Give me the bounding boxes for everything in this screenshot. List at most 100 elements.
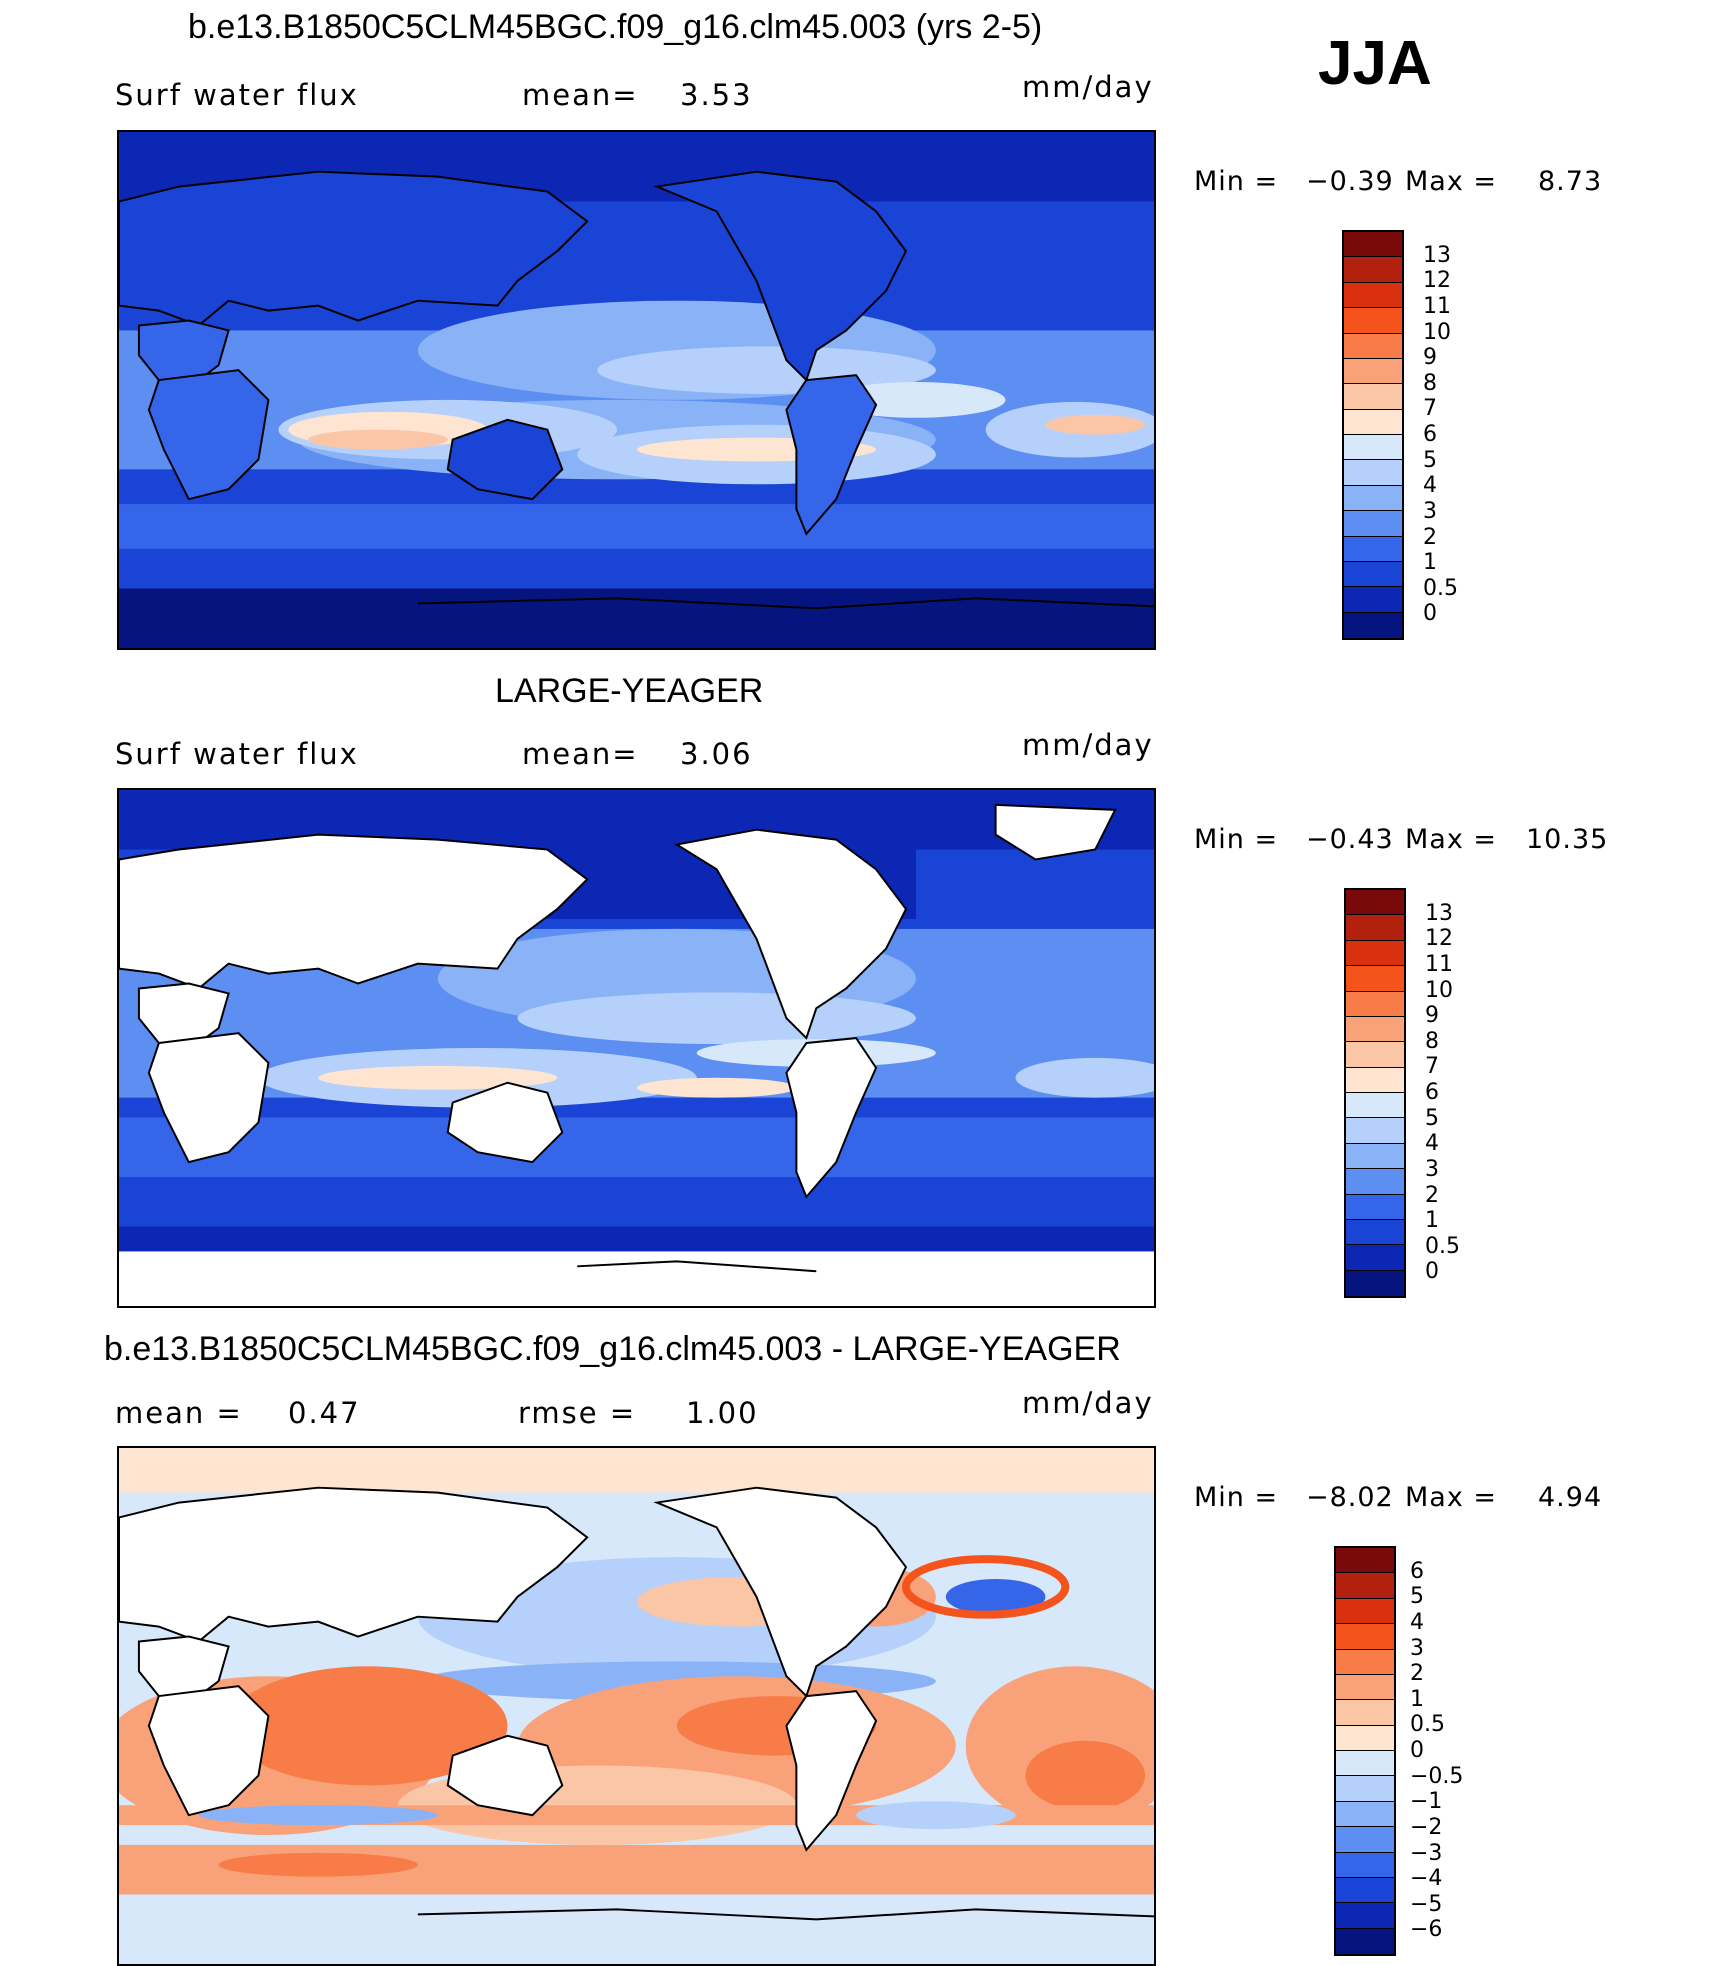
colorbar-swatch [1336,1751,1394,1777]
colorbar-tick-label: 13 [1423,242,1451,268]
colorbar-tick-label: −0.5 [1410,1763,1464,1789]
colorbar-swatch [1344,511,1402,537]
colorbar-tick-label: 1 [1410,1686,1424,1712]
colorbar-swatch [1336,1903,1394,1929]
colorbar-swatch [1344,536,1402,562]
colorbar-tick-label: 6 [1425,1080,1439,1105]
map-diff [117,1446,1156,1966]
colorbar-tick-label: 9 [1423,345,1437,371]
colorbar-tick-label: 10 [1425,977,1453,1003]
colorbar-tick-label: 0 [1425,1259,1439,1285]
colorbar-swatch [1344,561,1402,588]
colorbar-tick-label: 2 [1410,1661,1424,1687]
colorbar-swatch [1344,282,1402,309]
colorbar-swatch [1336,1877,1394,1904]
colorbar-tick-label: 11 [1425,951,1453,977]
map-obs-field [119,790,1154,1306]
panel-model-colorbar [1342,230,1404,640]
colorbar-swatch [1336,1598,1394,1625]
colorbar-tick-label: 0.5 [1423,575,1458,601]
colorbar-tick-label: 5 [1425,1105,1439,1131]
colorbar-swatch [1346,1194,1404,1220]
colorbar-swatch [1346,1042,1404,1068]
colorbar-swatch [1336,1852,1394,1878]
colorbar-tick-label: 0.5 [1410,1712,1445,1738]
panel-obs-variable: Surf water flux [115,737,359,771]
colorbar-tick-label: −6 [1410,1917,1443,1943]
colorbar-swatch [1346,1093,1404,1119]
panel-obs-max-value: 10.35 [1526,824,1609,855]
panel-diff-rmse-label: rmse = [518,1396,637,1430]
map-diff-field [119,1448,1154,1964]
map-model-field [119,132,1154,648]
panel-obs-min-value: −0.43 [1306,824,1394,855]
colorbar-tick-label: 9 [1425,1003,1439,1029]
panel-model-mean-value: 3.53 [680,78,753,112]
colorbar-tick-label: 8 [1423,370,1437,396]
colorbar-tick-label: 0.5 [1425,1233,1460,1259]
colorbar-tick-label: 7 [1425,1054,1439,1080]
colorbar-swatch [1346,1016,1404,1043]
colorbar-tick-label: 6 [1410,1558,1424,1584]
colorbar-swatch [1344,460,1402,486]
colorbar-swatch [1344,257,1402,283]
panel-obs-max-label: Max = [1405,824,1498,855]
colorbar-tick-label: −1 [1410,1789,1443,1815]
colorbar-tick-label: 3 [1425,1156,1439,1182]
colorbar-swatch [1346,966,1404,992]
colorbar-tick-label: 1 [1425,1208,1439,1234]
colorbar-tick-label: 5 [1410,1584,1424,1610]
panel-diff-rmse-value: 1.00 [686,1396,759,1430]
colorbar-tick-label: 13 [1425,900,1453,926]
panel-obs-units: mm/day [1022,728,1154,762]
colorbar-swatch [1336,1624,1394,1650]
panel-diff-max-value: 4.94 [1538,1482,1603,1513]
colorbar-tick-label: 4 [1425,1131,1439,1157]
colorbar-swatch [1336,1725,1394,1751]
colorbar-swatch [1346,1219,1404,1246]
panel-obs-mean-value: 3.06 [680,737,753,771]
colorbar-tick-label: 2 [1425,1182,1439,1208]
colorbar-swatch [1336,1928,1394,1954]
colorbar-swatch [1346,1245,1404,1271]
colorbar-tick-label: 7 [1423,396,1437,422]
panel-obs-title: LARGE-YEAGER [495,672,764,710]
panel-obs-min-label: Min = [1194,824,1279,855]
colorbar-tick-label: 0 [1423,601,1437,627]
colorbar-swatch [1346,915,1404,941]
colorbar-swatch [1336,1827,1394,1853]
panel-diff-units: mm/day [1022,1386,1154,1420]
colorbar-swatch [1346,940,1404,967]
colorbar-swatch [1344,333,1402,359]
colorbar-tick-label: 4 [1423,473,1437,499]
panel-model-min-label: Min = [1194,166,1279,197]
colorbar-swatch [1344,612,1402,638]
panel-model-colorbar-labels: 13 12 11 10 9 8 7 6 5 4 3 2 1 0.5 0 [1423,230,1493,640]
panel-model-units: mm/day [1022,70,1154,104]
panel-model-title: b.e13.B1850C5CLM45BGC.f09_g16.clm45.003 … [188,8,1043,46]
colorbar-swatch [1346,1118,1404,1144]
colorbar-swatch [1344,485,1402,512]
colorbar-swatch [1344,409,1402,435]
colorbar-swatch [1336,1573,1394,1599]
colorbar-swatch [1346,1169,1404,1195]
colorbar-tick-label: 5 [1423,447,1437,473]
colorbar-swatch [1344,435,1402,461]
colorbar-swatch [1336,1548,1394,1574]
colorbar-swatch [1336,1801,1394,1828]
colorbar-swatch [1344,358,1402,385]
panel-obs-colorbar [1344,888,1406,1298]
colorbar-tick-label: 8 [1425,1028,1439,1054]
panel-diff-mean-label: mean = [115,1396,243,1430]
colorbar-tick-label: 11 [1423,293,1451,319]
colorbar-swatch [1346,1067,1404,1093]
colorbar-tick-label: −2 [1410,1814,1443,1840]
map-model [117,130,1156,650]
colorbar-tick-label: −3 [1410,1840,1443,1866]
panel-diff-colorbar [1334,1546,1396,1956]
colorbar-swatch [1344,232,1402,258]
panel-obs-mean-label: mean= [522,737,639,771]
panel-model-mean-label: mean= [522,78,639,112]
colorbar-tick-label: 6 [1423,422,1437,447]
panel-model-variable: Surf water flux [115,78,359,112]
